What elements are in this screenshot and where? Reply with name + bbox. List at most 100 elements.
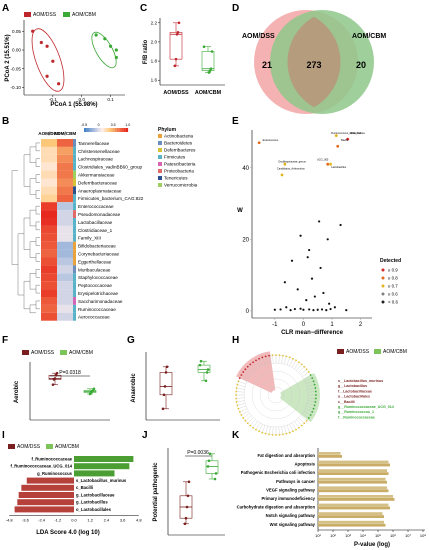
clade-branch bbox=[238, 381, 246, 385]
taxon-label: Ruminococcaceae bbox=[78, 307, 116, 312]
panel-label-a: A bbox=[2, 3, 9, 14]
clade-branch bbox=[303, 374, 311, 380]
detected-swatch bbox=[381, 268, 385, 272]
panel-label-d: D bbox=[232, 3, 239, 14]
detected-legend: Detected ≥ 0.9 ≥ 0.8 ≥ 0.7 ≥ 0.6 < 0.6 bbox=[380, 258, 401, 305]
clade-node bbox=[312, 380, 315, 383]
data-point bbox=[161, 407, 165, 411]
heatmap-cell bbox=[57, 154, 73, 163]
clade-node bbox=[264, 432, 267, 435]
scatter-point bbox=[45, 74, 49, 78]
pathway-label: Primary immunodeficiency bbox=[261, 496, 315, 501]
cladogram-panel: AOM/DSS AOM/CBM s__Lactobacillus_murinus… bbox=[235, 349, 407, 436]
scale-gradient bbox=[103, 128, 107, 132]
taxon-entry: c__Bacilli bbox=[338, 400, 355, 404]
highlighted-point bbox=[336, 144, 340, 148]
clade-node bbox=[252, 361, 254, 364]
clade-node bbox=[300, 424, 303, 427]
kegg-panel: Fat digestion and absorption Apoptosis Pat… bbox=[237, 448, 426, 548]
taxon-label: Deferribacteraceae bbox=[78, 180, 118, 185]
box-plots bbox=[179, 452, 219, 526]
clade-branch bbox=[272, 426, 274, 435]
box bbox=[205, 460, 219, 474]
clade-branch bbox=[306, 403, 315, 406]
clade-node bbox=[264, 355, 267, 358]
detected-swatch bbox=[381, 292, 385, 296]
heatmap-cell bbox=[57, 170, 73, 179]
cladogram bbox=[235, 351, 320, 436]
heatmap-cell bbox=[41, 281, 57, 290]
heatmap-cell bbox=[57, 281, 73, 290]
phylum-label: Patescibacteria bbox=[164, 162, 196, 167]
legend-swatch-dss bbox=[337, 349, 344, 354]
x-tick-label: 0 bbox=[302, 322, 306, 328]
scatter-point bbox=[114, 48, 118, 52]
data-point bbox=[162, 393, 166, 397]
taxon-entry: s__Lactobacillus_murinus bbox=[338, 379, 383, 383]
clade-node bbox=[278, 354, 281, 357]
scale-gradient bbox=[101, 128, 104, 132]
phylum-swatch bbox=[158, 169, 162, 173]
venn-overlap bbox=[287, 16, 341, 108]
highlighted-point bbox=[280, 173, 284, 177]
clade-branch bbox=[250, 364, 256, 371]
pathway-label: VEGF signaling pathway bbox=[266, 487, 316, 492]
taxon-annotation: Enterococcus bbox=[263, 138, 279, 142]
heatmap-cell bbox=[57, 162, 73, 171]
clade-branch bbox=[255, 422, 261, 430]
clade-node bbox=[275, 434, 277, 436]
lda-bar-label: f_Ruminococcaceae_UCG_014 bbox=[11, 464, 73, 469]
clade-node bbox=[282, 433, 284, 436]
clade-node bbox=[313, 383, 316, 386]
data-point bbox=[173, 64, 177, 68]
heatmap-cell bbox=[41, 265, 57, 274]
dendrogram-branch bbox=[23, 217, 30, 250]
clade-node bbox=[314, 401, 317, 403]
clade-node bbox=[313, 404, 316, 407]
clade-node bbox=[244, 419, 247, 422]
x-ticks: -4.8 -3.6 -2.4 -1.2 0.0 1.2 2.4 3.6 4.8 bbox=[6, 515, 142, 523]
box-plots bbox=[159, 359, 211, 411]
taxon-annotation: Candidatus_Arthromitus bbox=[277, 167, 306, 171]
legend-label-cbm: AOM/CBM bbox=[383, 349, 407, 355]
volcano-point bbox=[320, 308, 324, 311]
heatmap-cell bbox=[57, 139, 73, 147]
dendrogram-branch bbox=[35, 174, 40, 183]
dss-ellipse bbox=[31, 28, 65, 92]
panel-label-i: I bbox=[2, 430, 5, 441]
heatmap-cell bbox=[57, 297, 73, 305]
volcano-point bbox=[316, 308, 319, 311]
taxon-annotation: Bacilli bbox=[341, 138, 348, 142]
scale-gradient bbox=[117, 128, 120, 132]
heatmap-cell bbox=[41, 202, 57, 211]
highlighted-point bbox=[326, 162, 330, 166]
x-tick-label: -1 bbox=[272, 322, 278, 328]
heatmap-cell bbox=[57, 304, 73, 313]
heatmap-cells: Tannerellaceae Christensenellaceae Lachnos… bbox=[41, 139, 144, 321]
y-tick-label: 1.6 bbox=[151, 78, 158, 83]
dendrogram-branch bbox=[35, 237, 40, 246]
volcano-point bbox=[318, 220, 321, 223]
heatmap-col-cbm: AOM/CBM bbox=[54, 131, 77, 136]
detected-label: ≥ 0.9 bbox=[388, 268, 398, 273]
taxon-annotation: Akkermansia bbox=[350, 131, 366, 135]
heatmap-cell bbox=[57, 194, 73, 203]
data-point bbox=[163, 385, 167, 388]
y-tick-label: 0.00 bbox=[12, 48, 21, 53]
clade-node bbox=[249, 363, 252, 366]
clade-node bbox=[240, 374, 243, 376]
legend-label-cbm: AOM/CBM bbox=[55, 444, 79, 450]
detected-label: ≥ 0.7 bbox=[388, 284, 398, 289]
detected-label: ≥ 0.8 bbox=[388, 276, 398, 281]
y-axis-label: Anaerobic bbox=[131, 373, 137, 403]
heatmap-cell bbox=[41, 241, 57, 250]
volcano-point bbox=[299, 234, 302, 237]
clade-branch bbox=[255, 360, 261, 368]
taxon-label: Bifidobacteriaceae bbox=[78, 244, 116, 249]
pathway-bar-dss bbox=[318, 503, 389, 507]
volcano-point bbox=[329, 307, 332, 311]
phylum-bar bbox=[73, 139, 76, 147]
phylum-label: Bacteroidetes bbox=[164, 141, 193, 146]
pathway-bar-dss bbox=[318, 469, 387, 472]
